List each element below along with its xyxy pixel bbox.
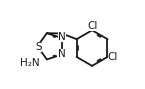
Text: N: N	[58, 49, 65, 59]
Text: H₂N: H₂N	[20, 58, 40, 68]
Text: Cl: Cl	[108, 52, 118, 62]
Text: N: N	[58, 32, 66, 42]
Text: Cl: Cl	[87, 21, 97, 31]
Text: S: S	[35, 42, 42, 52]
